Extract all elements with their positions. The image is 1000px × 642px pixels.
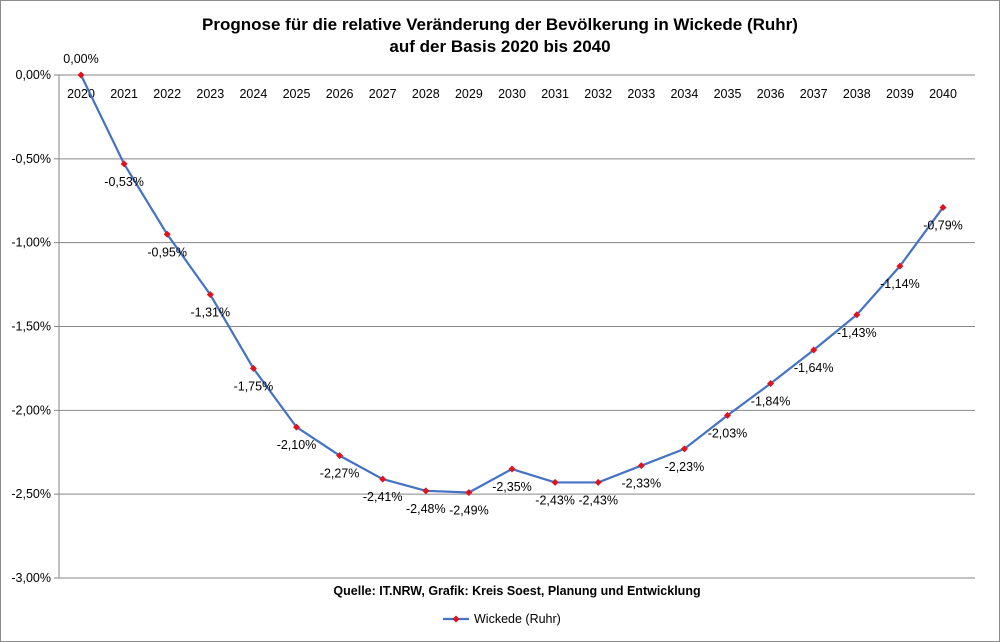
- data-label: -0,53%: [104, 175, 144, 189]
- data-point: [896, 262, 904, 270]
- x-tick-label: 2025: [283, 87, 311, 101]
- x-tick-label: 2040: [929, 87, 957, 101]
- x-tick-label: 2022: [153, 87, 181, 101]
- data-point: [508, 465, 516, 473]
- y-tick-label: -1,00%: [11, 236, 51, 250]
- data-label: -1,84%: [751, 395, 791, 409]
- data-label: -0,79%: [923, 218, 963, 232]
- x-tick-label: 2039: [886, 87, 914, 101]
- data-point: [379, 475, 387, 483]
- data-label: -2,48%: [406, 502, 446, 516]
- x-tick-label: 2031: [541, 87, 569, 101]
- y-tick-label: -2,00%: [11, 403, 51, 417]
- data-point: [594, 478, 602, 486]
- data-label: 0,00%: [63, 52, 98, 66]
- x-tick-label: 2036: [757, 87, 785, 101]
- data-point: [465, 488, 473, 496]
- chart-title-line-2: auf der Basis 2020 bis 2040: [389, 37, 610, 56]
- data-label: -1,14%: [880, 277, 920, 291]
- x-tick-label: 2027: [369, 87, 397, 101]
- data-label: -2,43%: [578, 493, 618, 507]
- x-tick-label: 2026: [326, 87, 354, 101]
- data-point: [939, 203, 947, 211]
- data-point: [120, 160, 128, 168]
- x-tick-label: 2029: [455, 87, 483, 101]
- data-label: -2,03%: [708, 426, 748, 440]
- x-tick-label: 2037: [800, 87, 828, 101]
- x-tick-label: 2035: [714, 87, 742, 101]
- data-point: [724, 411, 731, 419]
- data-point: [77, 71, 85, 79]
- x-tick-label: 2030: [498, 87, 526, 101]
- data-point: [637, 462, 645, 470]
- data-label: -2,27%: [320, 467, 360, 481]
- data-point: [853, 311, 861, 319]
- data-label: -2,35%: [492, 480, 532, 494]
- x-tick-label: 2024: [239, 87, 267, 101]
- data-label: -1,43%: [837, 326, 877, 340]
- y-tick-label: -1,50%: [11, 320, 51, 334]
- legend-label: Wickede (Ruhr): [474, 612, 561, 626]
- data-point: [293, 423, 300, 431]
- series-line: [80, 74, 944, 494]
- data-point: [422, 487, 430, 495]
- y-tick-label: -0,50%: [11, 152, 51, 166]
- x-tick-label: 2038: [843, 87, 871, 101]
- x-tick-label: 2028: [412, 87, 440, 101]
- y-tick-label: -2,50%: [11, 487, 51, 501]
- data-label: -1,64%: [794, 361, 834, 375]
- data-point: [336, 452, 344, 460]
- data-point: [163, 230, 171, 238]
- x-tick-label: 2021: [110, 87, 138, 101]
- data-point: [767, 380, 775, 388]
- data-label: -2,41%: [363, 490, 403, 504]
- y-tick-label: 0,00%: [16, 68, 51, 82]
- x-tick-label: 2023: [196, 87, 224, 101]
- x-tick-label: 2032: [584, 87, 612, 101]
- x-tick-label: 2034: [670, 87, 698, 101]
- data-point: [551, 478, 559, 486]
- legend-marker-swatch: [452, 615, 460, 623]
- data-label: -2,33%: [621, 477, 661, 491]
- data-label: -0,95%: [147, 245, 187, 259]
- data-point: [680, 445, 688, 453]
- source-note: Quelle: IT.NRW, Grafik: Kreis Soest, Pla…: [333, 584, 700, 598]
- data-label: -2,23%: [665, 460, 705, 474]
- x-tick-label: 2033: [627, 87, 655, 101]
- data-label: -2,49%: [449, 503, 489, 517]
- data-label: -2,10%: [277, 438, 317, 452]
- data-label: -2,43%: [535, 493, 575, 507]
- data-label: -1,31%: [190, 306, 230, 320]
- data-point: [249, 364, 257, 372]
- data-point: [810, 346, 818, 354]
- y-tick-label: -3,00%: [11, 571, 51, 585]
- chart-title-line-1: Prognose für die relative Veränderung de…: [202, 15, 798, 34]
- data-label: -1,75%: [234, 379, 274, 393]
- data-point: [206, 291, 214, 299]
